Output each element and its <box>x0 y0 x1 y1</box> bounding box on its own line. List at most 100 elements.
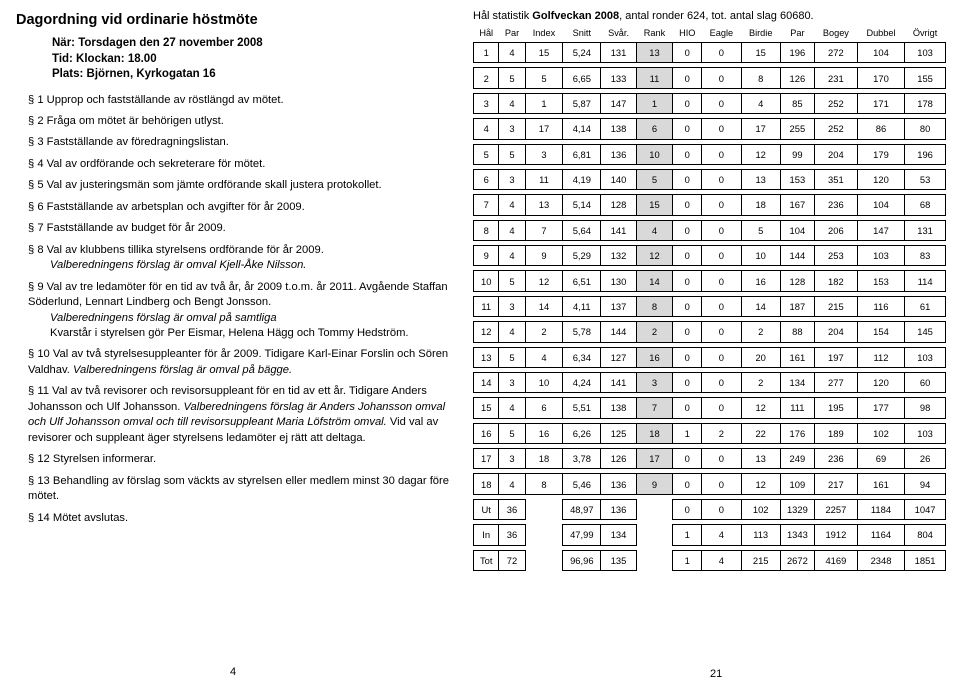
table-cell: 140 <box>601 169 637 189</box>
table-cell: 14 <box>636 271 672 291</box>
table-cell: 5 <box>741 220 780 240</box>
agenda-item: § 8 Val av klubbens tillika styrelsens o… <box>28 243 453 274</box>
table-cell: 136 <box>601 144 637 164</box>
table-row: 18485,461369001210921716194 <box>474 474 946 494</box>
table-cell: 6,81 <box>563 144 601 164</box>
table-row: 15465,511387001211119517798 <box>474 398 946 418</box>
table-cell: 0 <box>702 144 741 164</box>
table-cell: 111 <box>780 398 814 418</box>
table-cell: 147 <box>857 220 904 240</box>
table-cell: 5 <box>499 347 525 367</box>
agenda-items: § 1 Upprop och fastställande av röstläng… <box>28 93 453 526</box>
table-cell: 0 <box>673 347 702 367</box>
table-cell: 20 <box>741 347 780 367</box>
table-cell: 2348 <box>857 550 904 570</box>
table-cell: 0 <box>673 271 702 291</box>
table-cell: 17 <box>474 449 499 469</box>
table-cell: 104 <box>857 43 904 63</box>
table-cell: 2 <box>741 322 780 342</box>
table-cell: 0 <box>673 246 702 266</box>
table-cell: 5,29 <box>563 246 601 266</box>
table-cell: 130 <box>601 271 637 291</box>
table-row: 2556,6513311008126231170155 <box>474 68 946 88</box>
table-cell: 3 <box>499 296 525 316</box>
table-cell: 147 <box>601 93 637 113</box>
table-header-row: HålParIndexSnittSvår.RankHIOEagleBirdieP… <box>474 26 946 43</box>
table-cell: 5,14 <box>563 195 601 215</box>
table-cell: 12 <box>741 398 780 418</box>
table-cell: 204 <box>814 144 857 164</box>
table-cell: 13 <box>525 195 563 215</box>
table-cell: 0 <box>702 398 741 418</box>
table-cell: 13 <box>741 449 780 469</box>
table-row: Ut3648,97136001021329225711841047 <box>474 499 946 519</box>
table-cell: 189 <box>814 423 857 443</box>
table-cell: 16 <box>474 423 499 443</box>
table-cell: 1851 <box>905 550 946 570</box>
table-cell: 182 <box>814 271 857 291</box>
table-cell: 68 <box>905 195 946 215</box>
table-cell: 167 <box>780 195 814 215</box>
table-cell: 3,78 <box>563 449 601 469</box>
table-cell: 0 <box>702 195 741 215</box>
table-cell: 144 <box>780 246 814 266</box>
table-header-cell: HIO <box>673 26 702 43</box>
table-cell: 3 <box>499 119 525 139</box>
table-cell: 4 <box>636 220 672 240</box>
table-header-cell: Par <box>499 26 525 43</box>
table-cell: 0 <box>702 43 741 63</box>
table-cell: 272 <box>814 43 857 63</box>
meeting-place: Plats: Björnen, Kyrkogatan 16 <box>52 67 453 83</box>
title-pre: Hål statistik <box>473 10 532 22</box>
table-cell: 0 <box>702 449 741 469</box>
table-cell: 231 <box>814 68 857 88</box>
title-post: , antal ronder 624, tot. antal slag 6068… <box>619 10 813 22</box>
agenda-title: Dagordning vid ordinarie höstmöte <box>16 10 453 30</box>
table-cell: 4 <box>499 43 525 63</box>
table-cell: 102 <box>857 423 904 443</box>
table-cell: 0 <box>673 169 702 189</box>
table-cell: 72 <box>499 550 525 570</box>
table-cell: 0 <box>673 474 702 494</box>
table-cell: 1 <box>673 525 702 545</box>
table-cell: 16 <box>741 271 780 291</box>
agenda-note: Kvarstår i styrelsen gör Per Eismar, Hel… <box>50 326 453 341</box>
table-cell: 5,78 <box>563 322 601 342</box>
table-header-cell: Bogey <box>814 26 857 43</box>
table-cell: 12 <box>741 474 780 494</box>
table-cell: 155 <box>905 68 946 88</box>
agenda-column: Dagordning vid ordinarie höstmöte När: T… <box>0 0 465 686</box>
table-header-cell: Birdie <box>741 26 780 43</box>
table-cell: 104 <box>857 195 904 215</box>
agenda-item: § 9 Val av tre ledamöter för en tid av t… <box>28 280 453 342</box>
table-header-cell: Dubbel <box>857 26 904 43</box>
agenda-item: § 12 Styrelsen informerar. <box>28 452 453 467</box>
table-cell: 5 <box>499 271 525 291</box>
table-cell: 22 <box>741 423 780 443</box>
table-cell: 5,87 <box>563 93 601 113</box>
table-cell: 236 <box>814 449 857 469</box>
table-cell: 0 <box>673 144 702 164</box>
table-cell: 0 <box>702 322 741 342</box>
agenda-item: § 4 Val av ordförande och sekreterare fö… <box>28 157 453 172</box>
table-cell: 80 <box>905 119 946 139</box>
table-cell: 145 <box>905 322 946 342</box>
table-cell: 14 <box>525 296 563 316</box>
table-cell: 196 <box>905 144 946 164</box>
table-cell: 7 <box>474 195 499 215</box>
meeting-time: Tid: Klockan: 18.00 <box>52 52 453 68</box>
table-cell: 252 <box>814 119 857 139</box>
table-cell: In <box>474 525 499 545</box>
page-number: 21 <box>710 668 722 680</box>
table-cell: 2 <box>636 322 672 342</box>
table-cell: 176 <box>780 423 814 443</box>
table-row: 113144,111378001418721511661 <box>474 296 946 316</box>
table-cell: 126 <box>780 68 814 88</box>
table-cell: 0 <box>702 347 741 367</box>
table-cell: 132 <box>601 246 637 266</box>
table-cell: 138 <box>601 398 637 418</box>
table-cell: 134 <box>780 372 814 392</box>
table-cell: 153 <box>857 271 904 291</box>
table-cell: 187 <box>780 296 814 316</box>
table-cell: 104 <box>780 220 814 240</box>
